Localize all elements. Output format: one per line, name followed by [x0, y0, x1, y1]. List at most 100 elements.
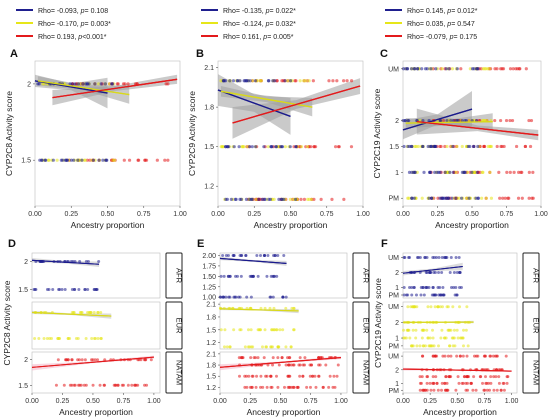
- data-point-natam: [436, 388, 440, 392]
- data-point-eur: [453, 344, 457, 348]
- x-tick-label: 1.00: [173, 211, 187, 218]
- y-tick-label: 2: [395, 118, 399, 125]
- data-point-afr: [83, 288, 87, 292]
- data-point-natam: [133, 383, 137, 387]
- data-point-natam: [332, 374, 336, 378]
- data-point-afr: [402, 293, 406, 297]
- data-point-afr: [467, 196, 471, 200]
- data-point-natam: [420, 354, 424, 358]
- data-point-eur: [426, 305, 430, 309]
- y-axis-label: CYP2C9 Activity score: [187, 91, 197, 176]
- data-point-afr: [273, 254, 277, 257]
- y-axis-label: CYP2C8 Activity score: [4, 91, 14, 176]
- data-point-afr: [428, 170, 432, 174]
- panel-c: C 0.00 0.25 0.50 0.75 1.00 PM 1 1.5 2 UM Ancestry p…: [372, 48, 548, 230]
- data-point-natam: [457, 381, 461, 385]
- regression-line-natam: [232, 85, 361, 124]
- data-point-eur: [486, 144, 490, 149]
- data-point-natam: [425, 388, 429, 392]
- x-tick-label: 0.50: [284, 211, 298, 218]
- data-point-eur: [268, 306, 272, 310]
- data-point-natam: [103, 358, 107, 362]
- data-point-natam: [441, 118, 446, 123]
- facet-strip-label: EUR: [175, 318, 184, 334]
- data-point-natam: [429, 388, 433, 392]
- data-point-afr: [432, 144, 436, 149]
- data-point-natam: [324, 363, 328, 367]
- data-point-natam: [514, 144, 519, 149]
- data-point-eur: [281, 328, 285, 332]
- data-point-eur: [438, 305, 442, 309]
- data-point-afr: [438, 118, 442, 123]
- data-point-eur: [78, 310, 82, 314]
- data-point-afr: [262, 145, 266, 149]
- data-point-eur: [440, 67, 444, 71]
- data-point-natam: [265, 385, 269, 389]
- data-point-afr: [233, 197, 237, 202]
- data-point-eur: [466, 344, 470, 348]
- data-point-eur: [248, 345, 252, 349]
- data-point-afr: [239, 274, 243, 278]
- y-tick-label: 1: [395, 381, 399, 388]
- data-point-natam: [70, 358, 74, 362]
- data-point-eur: [92, 310, 96, 314]
- data-point-natam: [465, 354, 469, 358]
- legend-entry: Rho= -0.170, p= 0.003*: [38, 21, 111, 28]
- y-tick-label: 2: [395, 270, 399, 277]
- data-point-afr: [248, 79, 252, 83]
- data-point-eur: [223, 328, 227, 332]
- data-point-natam: [474, 388, 478, 392]
- data-point-afr: [244, 254, 248, 257]
- data-point-afr: [273, 79, 277, 83]
- data-point-afr: [222, 274, 226, 278]
- data-point-natam: [80, 358, 84, 362]
- data-point-afr: [218, 295, 222, 299]
- data-point-afr: [414, 293, 418, 297]
- data-point-natam: [259, 374, 263, 378]
- data-point-afr: [221, 254, 225, 257]
- data-point-eur: [439, 336, 443, 340]
- y-axis-label: CYP2C8 Activity score: [2, 280, 12, 365]
- data-point-eur: [432, 344, 436, 348]
- data-point-natam: [502, 381, 506, 385]
- data-point-natam: [531, 170, 535, 174]
- data-point-natam: [494, 375, 498, 379]
- y-tick-label: UM: [388, 304, 399, 311]
- facet-eur: EUR: [31, 301, 184, 350]
- data-point-natam: [337, 145, 341, 149]
- data-point-afr: [219, 274, 223, 278]
- data-point-natam: [266, 363, 270, 367]
- data-point-eur: [260, 345, 264, 349]
- data-point-natam: [271, 363, 275, 367]
- data-point-afr: [288, 79, 293, 83]
- x-tick-label: 0.75: [500, 211, 514, 218]
- data-point-afr: [457, 256, 461, 259]
- data-point-natam: [514, 67, 518, 71]
- x-tick-label: 0.75: [117, 398, 131, 405]
- data-point-afr: [263, 254, 267, 257]
- data-point-natam: [312, 197, 316, 202]
- data-point-natam: [502, 388, 506, 392]
- panel-a: A 0.00 0.25 0.50 0.75 1.00 1.5 2 Ancestry propor…: [4, 48, 187, 230]
- data-point-afr: [86, 259, 90, 263]
- data-point-natam: [455, 354, 459, 358]
- data-point-afr: [238, 254, 242, 257]
- data-point-natam: [249, 356, 253, 360]
- facet-strip-label: AFR: [532, 268, 541, 284]
- data-point-afr: [470, 67, 475, 71]
- data-point-eur: [242, 145, 246, 149]
- legend-p: p: [446, 8, 451, 15]
- data-point-natam: [527, 170, 531, 174]
- data-point-natam: [271, 356, 275, 360]
- data-point-natam: [283, 385, 286, 389]
- data-point-natam: [72, 383, 76, 387]
- y-tick-label: 2.1: [206, 351, 216, 358]
- data-point-afr: [448, 170, 452, 174]
- data-point-natam: [331, 385, 335, 389]
- data-point-eur: [240, 145, 244, 149]
- data-point-natam: [254, 385, 258, 389]
- data-point-natam: [145, 383, 149, 387]
- data-point-afr: [402, 144, 406, 149]
- data-point-afr: [256, 274, 260, 278]
- x-tick-label: 0.25: [56, 398, 70, 405]
